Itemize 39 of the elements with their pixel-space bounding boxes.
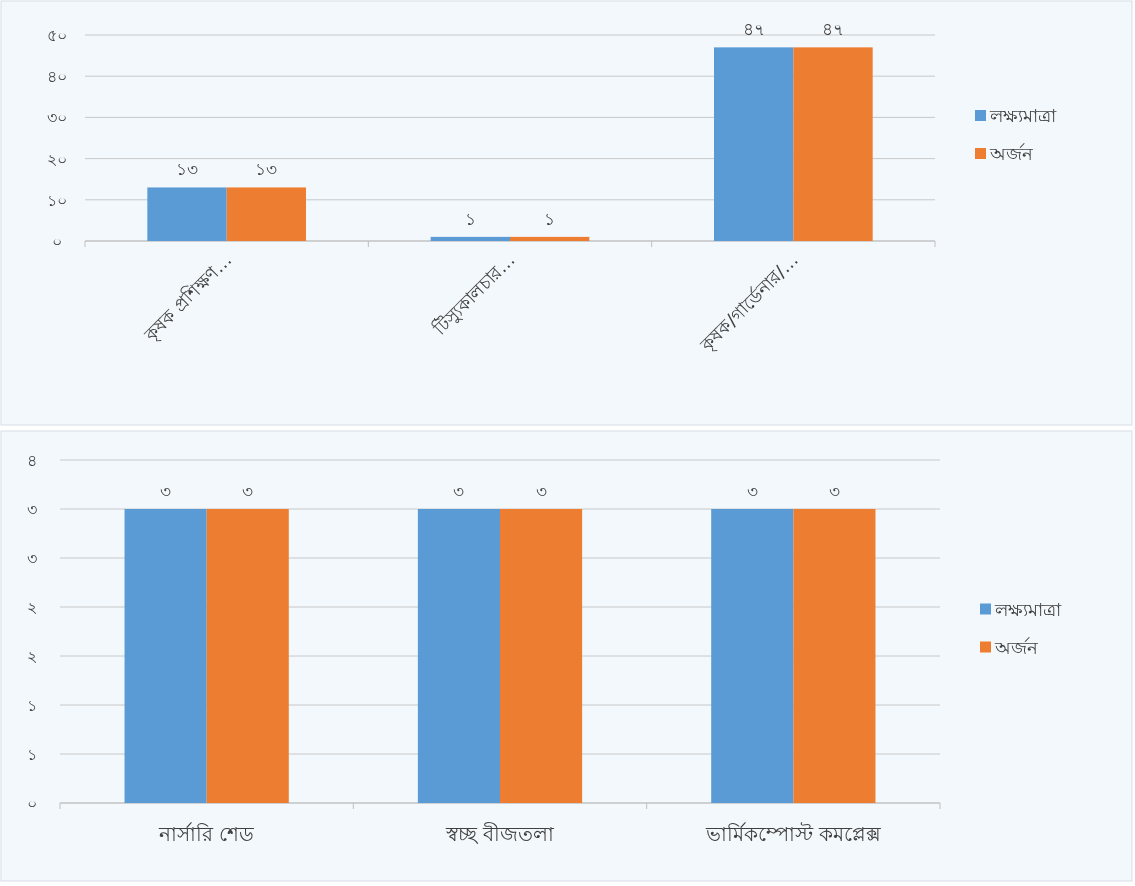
y-tick-label: ২ [27,647,37,666]
legend-label: অর্জন [989,143,1033,164]
y-tick-label: ২ [27,598,37,617]
x-tick-label: স্বচ্ছ বীজতলা [444,822,556,846]
data-label: ৩ [453,481,465,501]
y-tick-label: ১ [27,696,37,715]
legend-label: লক্ষ্যমাত্রা [994,598,1062,620]
data-label: ৪৭ [742,19,765,40]
data-label: ৩ [828,481,840,501]
data-label: ১৩ [176,159,198,180]
data-label: ১৩ [255,159,278,180]
bar [147,187,227,241]
bar [510,236,590,241]
data-label: ১ [544,208,556,229]
data-label: ৩ [242,481,254,501]
data-label: ৩ [535,481,547,501]
y-tick-label: ০ [27,794,37,813]
data-label: ১ [464,208,476,229]
y-tick-label: ৪০ [47,67,67,87]
data-label: ৪৭ [822,19,844,40]
y-tick-label: ১ [27,745,37,764]
y-tick-label: ০ [52,232,62,251]
legend-label: অর্জন [994,636,1038,658]
y-tick-label: ৪ [27,451,37,470]
y-tick-label: ৫০ [47,26,67,45]
y-tick-label: ৩ [27,500,37,519]
x-tick-label: নার্সারি শেড [157,822,255,846]
bar [714,47,794,241]
x-tick-label: ভার্মিকম্পোস্ট কমপ্লেক্স [704,822,882,846]
bar [793,47,873,241]
y-tick-label: ২০ [47,149,67,169]
legend-label: লক্ষ্যমাত্রা [989,105,1057,126]
y-tick-label: ৩০ [47,108,67,128]
data-label: ৩ [746,481,758,501]
y-tick-label: ৩ [27,549,37,568]
y-tick-label: ১০ [47,190,67,210]
data-label: ৩ [160,481,172,501]
bar [226,187,306,241]
bar [430,236,510,241]
